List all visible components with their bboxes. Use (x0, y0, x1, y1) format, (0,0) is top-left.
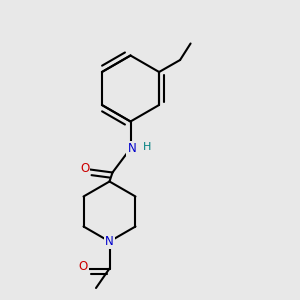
Text: N: N (128, 142, 136, 155)
Text: H: H (143, 142, 151, 152)
Text: N: N (105, 235, 114, 248)
Text: O: O (80, 161, 89, 175)
Text: O: O (79, 260, 88, 273)
